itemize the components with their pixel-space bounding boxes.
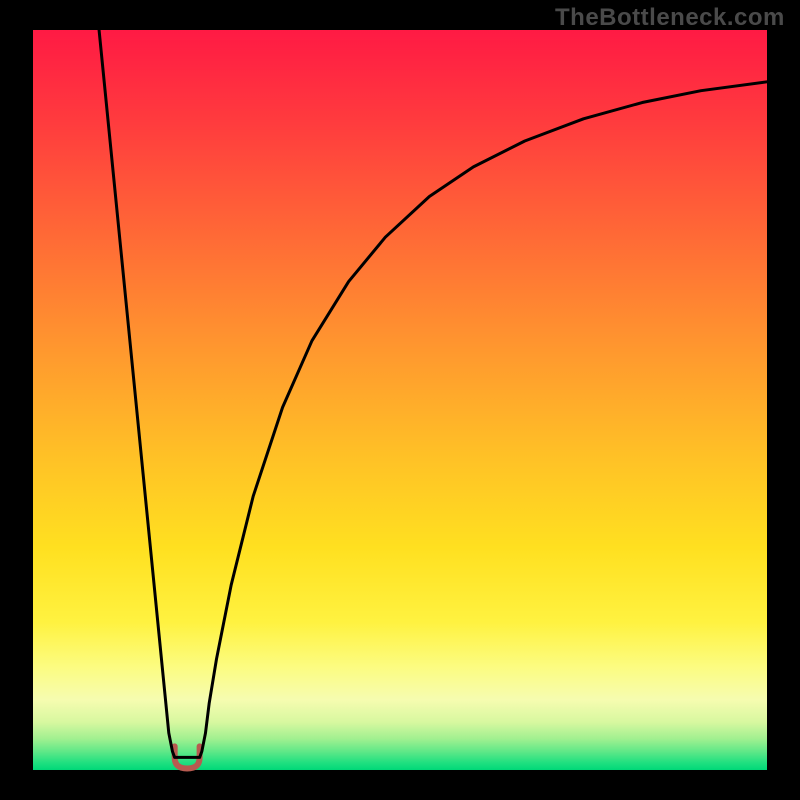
watermark-text: TheBottleneck.com	[555, 4, 785, 32]
canvas-root: TheBottleneck.com	[0, 0, 800, 800]
plot-area	[33, 30, 767, 770]
bottleneck-curve	[99, 30, 767, 757]
curve-layer	[33, 30, 767, 770]
